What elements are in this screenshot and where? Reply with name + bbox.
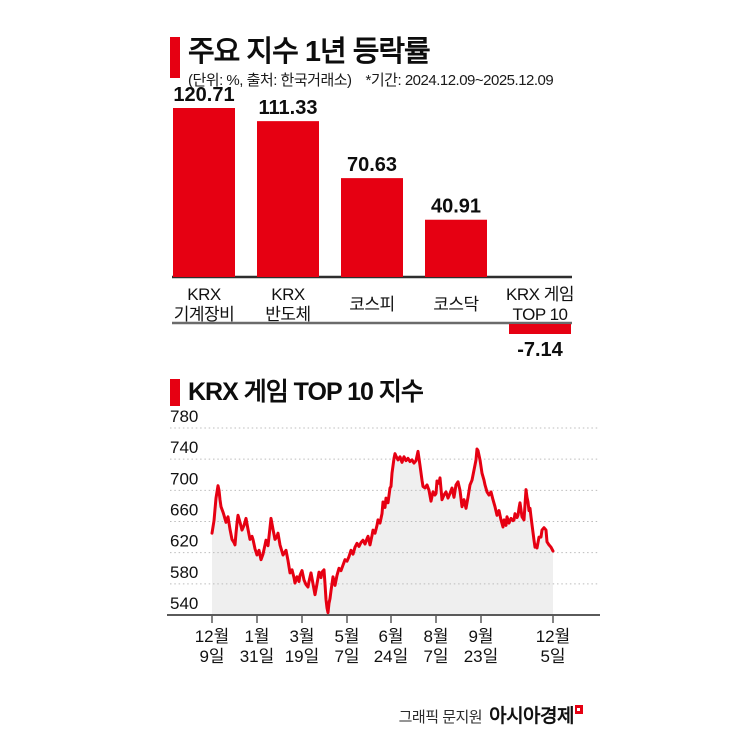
- bar: [425, 219, 487, 277]
- y-tick-label: 740: [170, 438, 198, 457]
- title-marker-icon: [170, 379, 180, 406]
- bar-chart-title: 주요 지수 1년 등락률: [188, 36, 431, 68]
- y-tick-label: 580: [170, 563, 198, 582]
- x-tick-label: 5일: [540, 647, 565, 666]
- bar-category-label: 기계장비: [174, 305, 235, 324]
- period-note: *기간: 2024.12.09~2025.12.09: [365, 72, 554, 89]
- bar: [257, 121, 319, 277]
- y-tick-label: 780: [170, 407, 198, 426]
- bar-negative: [509, 324, 571, 334]
- bar: [173, 108, 235, 277]
- y-tick-label: 700: [170, 469, 198, 488]
- bar-category-label: 코스닥: [433, 295, 479, 314]
- index-line: [210, 447, 555, 615]
- bar-category-label: 코스피: [349, 295, 394, 314]
- x-tick-label: 3월: [289, 627, 314, 646]
- bar-value-label: -7.14: [517, 339, 563, 361]
- title-marker-icon: [170, 37, 180, 78]
- x-tick-label: 6월: [378, 627, 403, 646]
- y-tick-label: 660: [170, 501, 198, 520]
- x-tick-label: 23일: [464, 647, 499, 666]
- x-tick-label: 19일: [285, 647, 320, 666]
- x-tick-label: 24일: [374, 647, 409, 666]
- bar-value-label: 40.91: [431, 196, 481, 218]
- bar-value-label: 120.71: [173, 84, 234, 106]
- graphic-credit: 그래픽 문지원: [398, 709, 483, 726]
- x-tick-label: 9월: [468, 627, 493, 646]
- bar-category-label: KRX: [187, 285, 221, 304]
- bar-category-label: KRX: [271, 285, 305, 304]
- y-tick-label: 540: [170, 594, 198, 613]
- x-tick-label: 5월: [334, 627, 359, 646]
- line-chart-title: KRX 게임 TOP 10 지수: [188, 378, 424, 406]
- bar: [341, 178, 403, 277]
- x-tick-label: 7일: [334, 647, 359, 666]
- brand-logo-text: 아시아경제: [489, 706, 574, 727]
- bar-category-label: KRX 게임: [506, 285, 574, 304]
- x-tick-label: 9일: [199, 647, 224, 666]
- x-tick-label: 8월: [423, 627, 448, 646]
- bar-category-label: 반도체: [265, 305, 310, 324]
- unit-note: (단위: %, 출처: 한국거래소): [188, 72, 352, 89]
- brand-logo-mark-icon: [575, 705, 583, 714]
- x-tick-label: 12월: [195, 627, 230, 646]
- x-tick-label: 31일: [240, 647, 275, 666]
- x-tick-label: 7일: [423, 647, 448, 666]
- footer-credit-line: 그래픽 문지원 아시아경제: [399, 701, 583, 728]
- line-chart-area-fill: [212, 449, 553, 615]
- line-chart-title-block: KRX 게임 TOP 10 지수: [170, 378, 424, 406]
- bar-value-label: 70.63: [347, 154, 397, 176]
- y-tick-label: 620: [170, 532, 198, 551]
- bar-chart-title-block: 주요 지수 1년 등락률 (단위: %, 출처: 한국거래소) *기간: 2024…: [170, 36, 554, 90]
- bar-value-label: 111.33: [259, 97, 318, 119]
- x-tick-label: 12월: [536, 627, 571, 646]
- bar-category-label: TOP 10: [513, 305, 568, 324]
- x-tick-label: 1월: [244, 627, 269, 646]
- bar-chart-subtitle: (단위: %, 출처: 한국거래소) *기간: 2024.12.09~2025.1…: [188, 69, 554, 90]
